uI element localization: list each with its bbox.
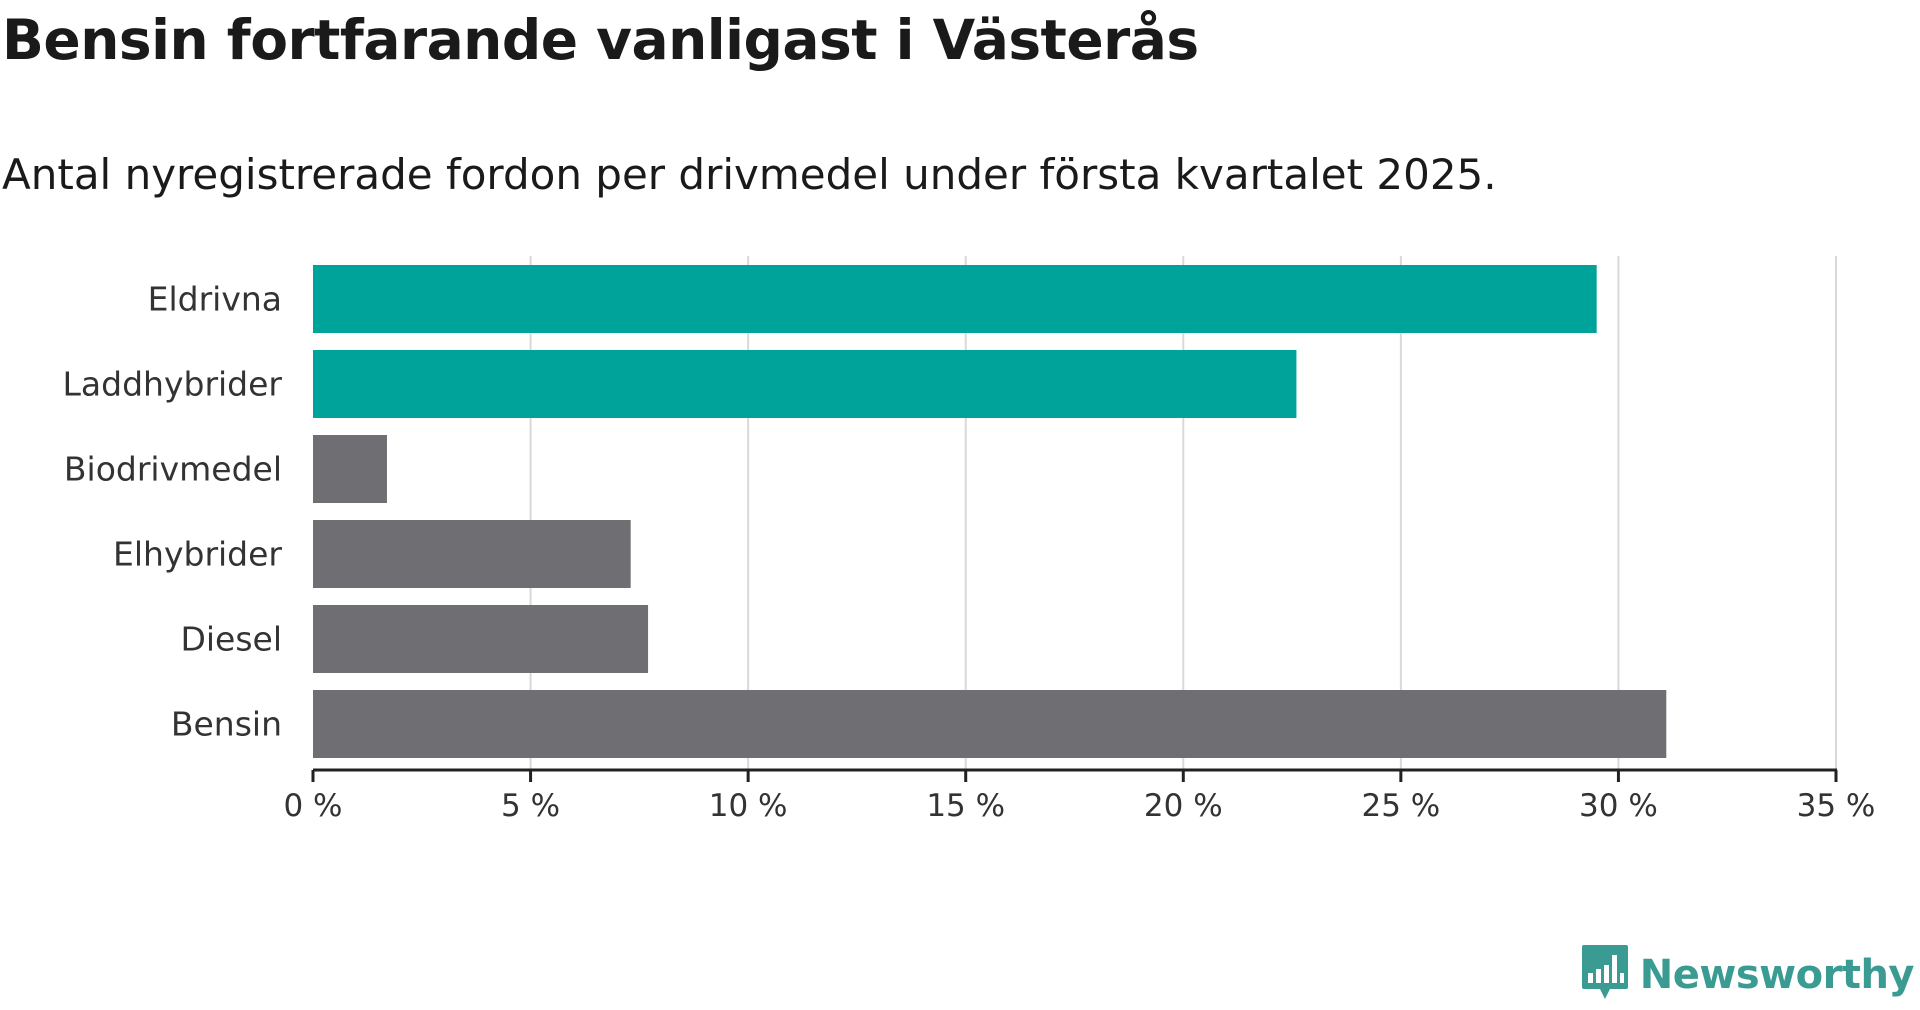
x-tick-label: 5 % — [501, 788, 560, 824]
x-tick-label: 10 % — [709, 788, 788, 824]
brand-logo: Newsworthy — [1580, 940, 1915, 1010]
category-label: Elhybrider — [113, 535, 282, 574]
x-tick-label: 30 % — [1579, 788, 1658, 824]
gridlines — [529, 256, 1837, 770]
bar-laddhybrider — [313, 350, 1297, 418]
newsworthy-logo-icon — [1580, 943, 1630, 1007]
category-labels: Eldrivna Laddhybrider Biodrivmedel Elhybrid… — [63, 280, 283, 744]
x-tick-label: 0 % — [283, 788, 342, 824]
bars — [313, 265, 1667, 758]
x-tick-label: 15 % — [926, 788, 1005, 824]
category-label: Bensin — [171, 705, 282, 744]
bar-diesel — [313, 605, 649, 673]
category-label: Laddhybrider — [63, 365, 283, 404]
chart-title: Bensin fortfarande vanligast i Västerås — [2, 8, 1199, 72]
x-tick-label: 25 % — [1361, 788, 1440, 824]
chart-subtitle: Antal nyregistrerade fordon per drivmede… — [2, 150, 1497, 199]
bar-biodrivmedel — [313, 435, 387, 503]
bar-eldrivna — [313, 265, 1597, 333]
x-tick-label: 20 % — [1144, 788, 1223, 824]
category-label: Diesel — [180, 620, 282, 659]
category-label: Biodrivmedel — [64, 450, 282, 489]
x-axis: 0 % 5 % 10 % 15 % 20 % 25 % 30 % 35 % — [283, 768, 1876, 824]
bar-elhybrider — [313, 520, 631, 588]
x-tick-label: 35 % — [1797, 788, 1876, 824]
brand-name: Newsworthy — [1639, 952, 1915, 998]
bar-bensin — [313, 690, 1667, 758]
category-label: Eldrivna — [148, 280, 282, 319]
